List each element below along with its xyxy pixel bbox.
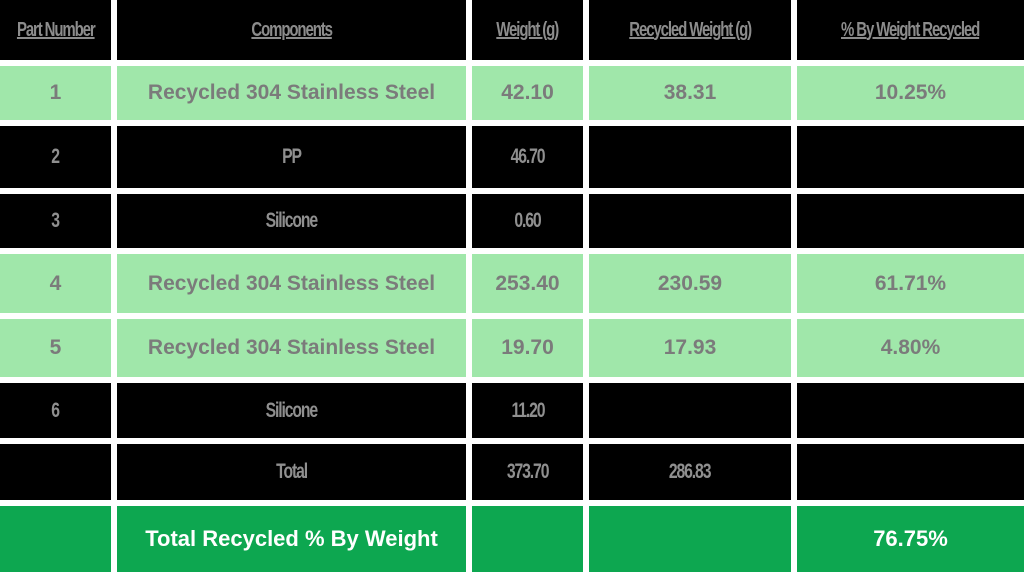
value-weight: 253.40 <box>495 271 560 295</box>
cell-pct-recycled <box>797 444 1024 500</box>
cell-pct-recycled <box>797 126 1024 188</box>
header-cell-recycled-weight: Recycled Weight (g) <box>589 0 791 60</box>
cell-recycled-weight: 17.93 <box>589 319 791 377</box>
cell-recycled-weight <box>589 383 791 438</box>
cell-weight: 42.10 <box>472 66 583 120</box>
total-weight: 373.70 <box>506 460 550 483</box>
value-recycled-weight: 38.31 <box>663 81 717 104</box>
value-part-number: 2 <box>51 145 61 168</box>
cell-part-number <box>0 444 111 500</box>
header-cell-weight: Weight (g) <box>472 0 583 60</box>
value-component: Recycled 304 Stainless Steel <box>147 81 436 104</box>
summary-label: Total Recycled % By Weight <box>145 526 438 551</box>
cell-component: PP <box>117 126 466 188</box>
cell-recycled-weight: 230.59 <box>589 254 791 313</box>
header-label-part-number: Part Number <box>16 18 96 41</box>
cell-recycled-weight <box>589 194 791 248</box>
cell-recycled-weight <box>589 126 791 188</box>
cell-weight: 11.20 <box>472 383 583 438</box>
cell-component: Recycled 304 Stainless Steel <box>117 319 466 377</box>
cell-pct-recycled: 61.71% <box>797 254 1024 313</box>
header-cell-pct-recycled: % By Weight Recycled <box>797 0 1024 60</box>
value-weight: 0.60 <box>514 209 541 232</box>
value-weight: 42.10 <box>501 81 554 104</box>
summary-cell-empty-2 <box>472 506 583 572</box>
summary-cell-label: Total Recycled % By Weight <box>117 506 466 572</box>
value-part-number: 5 <box>49 336 62 359</box>
value-pct-recycled: 4.80% <box>880 336 941 359</box>
value-pct-recycled: 10.25% <box>874 81 947 104</box>
cell-recycled-weight: 38.31 <box>589 66 791 120</box>
header-cell-part-number: Part Number <box>0 0 111 60</box>
cell-pct-recycled: 10.25% <box>797 66 1024 120</box>
value-component: Silicone <box>265 209 319 232</box>
cell-total-label: Total <box>117 444 466 500</box>
value-recycled-weight: 230.59 <box>657 271 723 295</box>
cell-total-weight: 373.70 <box>472 444 583 500</box>
value-part-number: 4 <box>49 271 62 295</box>
value-weight: 11.20 <box>511 398 545 422</box>
cell-component: Recycled 304 Stainless Steel <box>117 66 466 120</box>
cell-pct-recycled <box>797 194 1024 248</box>
value-component: Recycled 304 Stainless Steel <box>147 336 436 359</box>
value-part-number: 1 <box>49 81 62 104</box>
value-recycled-weight: 17.93 <box>663 336 717 359</box>
header-label-components: Components <box>251 18 333 41</box>
value-weight: 46.70 <box>510 145 546 168</box>
cell-part-number: 1 <box>0 66 111 120</box>
summary-total-pct: 76.75% <box>873 526 948 551</box>
cell-pct-recycled: 4.80% <box>797 319 1024 377</box>
cell-part-number: 6 <box>0 383 111 438</box>
cell-part-number: 5 <box>0 319 111 377</box>
cell-part-number: 4 <box>0 254 111 313</box>
cell-part-number: 3 <box>0 194 111 248</box>
cell-weight: 19.70 <box>472 319 583 377</box>
value-part-number: 3 <box>51 209 61 232</box>
value-component: Silicone <box>265 398 319 422</box>
total-recycled-weight: 286.83 <box>669 460 712 483</box>
cell-part-number: 2 <box>0 126 111 188</box>
value-part-number: 6 <box>51 398 61 422</box>
header-label-pct-recycled: % By Weight Recycled <box>841 18 980 41</box>
total-label: Total <box>276 460 308 483</box>
header-label-weight: Weight (g) <box>496 18 560 41</box>
header-label-recycled-weight: Recycled Weight (g) <box>629 18 752 41</box>
value-component: Recycled 304 Stainless Steel <box>147 271 436 295</box>
summary-cell-empty-1 <box>0 506 111 572</box>
cell-component: Silicone <box>117 194 466 248</box>
value-pct-recycled: 61.71% <box>874 271 947 295</box>
cell-component: Silicone <box>117 383 466 438</box>
cell-weight: 46.70 <box>472 126 583 188</box>
cell-weight: 0.60 <box>472 194 583 248</box>
summary-cell-empty-3 <box>589 506 791 572</box>
header-cell-components: Components <box>117 0 466 60</box>
value-weight: 19.70 <box>501 336 554 359</box>
summary-cell-total-pct: 76.75% <box>797 506 1024 572</box>
cell-pct-recycled <box>797 383 1024 438</box>
cell-component: Recycled 304 Stainless Steel <box>117 254 466 313</box>
cell-total-recycled-weight: 286.83 <box>589 444 791 500</box>
cell-weight: 253.40 <box>472 254 583 313</box>
value-component: PP <box>282 145 302 168</box>
